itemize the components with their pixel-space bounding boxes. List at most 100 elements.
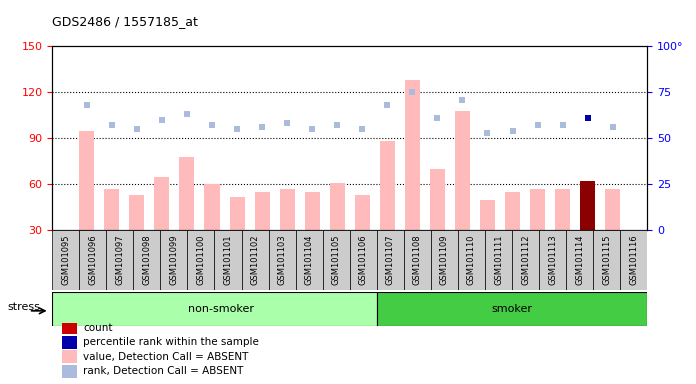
Text: GSM101109: GSM101109: [440, 235, 449, 285]
FancyBboxPatch shape: [187, 230, 214, 290]
Bar: [230, 197, 244, 230]
Point: [132, 126, 143, 132]
FancyBboxPatch shape: [404, 230, 431, 290]
Point: [381, 102, 393, 108]
FancyBboxPatch shape: [620, 230, 647, 290]
Point: [607, 124, 618, 130]
Text: GSM101102: GSM101102: [251, 235, 260, 285]
Text: stress: stress: [8, 302, 40, 313]
Bar: [405, 80, 420, 230]
Point: [257, 124, 268, 130]
Point: [432, 115, 443, 121]
Bar: [104, 189, 119, 230]
Bar: [62, 351, 77, 363]
FancyBboxPatch shape: [269, 230, 296, 290]
Bar: [180, 157, 194, 230]
FancyBboxPatch shape: [296, 230, 323, 290]
Point: [207, 122, 218, 128]
Bar: [480, 200, 495, 230]
Point: [106, 122, 118, 128]
Bar: [62, 322, 77, 334]
Bar: [580, 181, 595, 230]
Bar: [330, 183, 345, 230]
Bar: [62, 336, 77, 349]
Point: [332, 122, 343, 128]
FancyBboxPatch shape: [323, 230, 350, 290]
FancyBboxPatch shape: [593, 230, 620, 290]
FancyBboxPatch shape: [160, 230, 187, 290]
Text: GSM101116: GSM101116: [629, 235, 638, 285]
Point: [307, 126, 318, 132]
Bar: [280, 189, 294, 230]
Text: count: count: [84, 323, 113, 333]
Bar: [305, 192, 319, 230]
FancyBboxPatch shape: [106, 230, 134, 290]
Text: GSM101112: GSM101112: [521, 235, 530, 285]
Bar: [129, 195, 144, 230]
Text: GSM101096: GSM101096: [88, 235, 97, 285]
Bar: [205, 184, 219, 230]
Point: [532, 122, 543, 128]
Point: [406, 89, 418, 95]
FancyBboxPatch shape: [539, 230, 566, 290]
Point: [232, 126, 243, 132]
Bar: [430, 169, 445, 230]
Point: [157, 117, 168, 123]
Bar: [355, 195, 370, 230]
Text: GSM101101: GSM101101: [223, 235, 232, 285]
Text: GSM101099: GSM101099: [169, 235, 178, 285]
Text: smoker: smoker: [491, 304, 532, 314]
Bar: [606, 189, 620, 230]
Bar: [530, 189, 545, 230]
Point: [356, 126, 367, 132]
Text: GSM101100: GSM101100: [196, 235, 205, 285]
Bar: [79, 131, 94, 230]
Bar: [255, 192, 269, 230]
Bar: [505, 192, 520, 230]
FancyBboxPatch shape: [512, 230, 539, 290]
Bar: [455, 111, 470, 230]
FancyBboxPatch shape: [79, 230, 106, 290]
Point: [457, 96, 468, 103]
FancyBboxPatch shape: [52, 230, 79, 290]
Point: [182, 111, 193, 118]
Text: GSM101104: GSM101104: [305, 235, 314, 285]
Text: GSM101105: GSM101105: [332, 235, 341, 285]
FancyBboxPatch shape: [52, 292, 377, 326]
Text: GSM101107: GSM101107: [386, 235, 395, 285]
Text: GDS2486 / 1557185_at: GDS2486 / 1557185_at: [52, 15, 198, 28]
Text: GSM101098: GSM101098: [143, 235, 151, 285]
Text: GSM101111: GSM101111: [494, 235, 503, 285]
Text: non-smoker: non-smoker: [188, 304, 254, 314]
Text: GSM101113: GSM101113: [548, 235, 557, 285]
Text: GSM101097: GSM101097: [116, 235, 125, 285]
Point: [582, 115, 593, 121]
FancyBboxPatch shape: [458, 230, 485, 290]
Text: GSM101106: GSM101106: [358, 235, 367, 285]
Text: value, Detection Call = ABSENT: value, Detection Call = ABSENT: [84, 352, 248, 362]
FancyBboxPatch shape: [485, 230, 512, 290]
Point: [282, 121, 293, 127]
FancyBboxPatch shape: [242, 230, 269, 290]
FancyBboxPatch shape: [134, 230, 160, 290]
Point: [482, 130, 493, 136]
FancyBboxPatch shape: [377, 230, 404, 290]
FancyBboxPatch shape: [566, 230, 593, 290]
Text: GSM101110: GSM101110: [467, 235, 476, 285]
Point: [507, 128, 518, 134]
FancyBboxPatch shape: [431, 230, 458, 290]
Point: [81, 102, 93, 108]
Text: GSM101095: GSM101095: [61, 235, 70, 285]
Bar: [62, 365, 77, 377]
Text: percentile rank within the sample: percentile rank within the sample: [84, 338, 259, 348]
FancyBboxPatch shape: [350, 230, 377, 290]
Text: GSM101115: GSM101115: [602, 235, 611, 285]
FancyBboxPatch shape: [214, 230, 242, 290]
Text: GSM101103: GSM101103: [278, 235, 287, 285]
Text: GSM101108: GSM101108: [413, 235, 422, 285]
Text: GSM101114: GSM101114: [575, 235, 584, 285]
Point: [557, 122, 568, 128]
Text: rank, Detection Call = ABSENT: rank, Detection Call = ABSENT: [84, 366, 244, 376]
Bar: [555, 189, 570, 230]
Bar: [380, 141, 395, 230]
